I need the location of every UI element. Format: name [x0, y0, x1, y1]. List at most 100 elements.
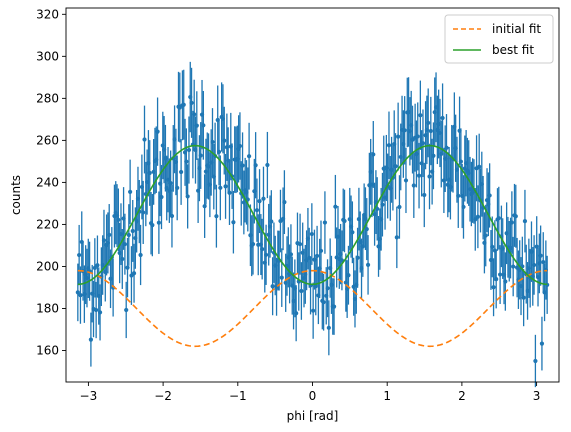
data-point — [428, 128, 433, 134]
data-point — [141, 210, 146, 215]
x-tick-label: 1 — [383, 389, 391, 403]
data-point — [77, 252, 82, 258]
data-point — [142, 137, 147, 142]
data-point — [260, 247, 265, 252]
data-point — [333, 204, 338, 209]
data-point — [122, 242, 127, 247]
fit-lines-layer — [77, 144, 548, 348]
data-point — [431, 153, 436, 158]
y-tick-label: 160 — [36, 343, 59, 357]
data-point — [240, 163, 245, 168]
data-point — [422, 192, 427, 198]
data-point — [237, 143, 243, 149]
data-layer — [75, 61, 550, 388]
data-point — [418, 113, 423, 118]
data-point — [403, 178, 409, 183]
data-point — [346, 273, 351, 278]
data-point — [88, 337, 94, 342]
data-point — [402, 128, 407, 133]
data-point — [214, 214, 219, 219]
legend-box — [444, 14, 554, 64]
data-point — [365, 262, 371, 267]
legend: initial fit best fit — [444, 14, 554, 64]
best-fit-line — [77, 144, 548, 286]
y-tick-label: 200 — [36, 259, 59, 273]
data-point — [194, 123, 199, 128]
data-point — [175, 185, 180, 190]
data-point — [311, 308, 316, 313]
data-point — [282, 200, 287, 205]
y-axis-ticks: 160 180 200 220 240 260 280 300 320 — [36, 7, 66, 357]
data-point — [261, 196, 266, 201]
data-point — [386, 143, 392, 148]
data-point — [364, 226, 369, 232]
data-point — [156, 220, 161, 225]
data-point — [254, 208, 260, 213]
data-point — [131, 271, 137, 276]
data-point — [326, 325, 331, 330]
data-point — [325, 286, 330, 291]
data-point — [371, 152, 376, 157]
data-point — [397, 204, 402, 210]
data-point — [416, 173, 422, 178]
data-point — [297, 242, 303, 247]
data-point — [185, 194, 190, 199]
plot-area — [66, 8, 559, 382]
data-point — [439, 151, 444, 157]
data-point — [186, 147, 192, 153]
data-point — [314, 253, 320, 259]
data-point — [246, 154, 252, 159]
data-point — [270, 284, 275, 289]
data-point — [511, 264, 516, 269]
y-tick-label: 240 — [36, 175, 59, 189]
data-point — [426, 120, 431, 125]
data-point — [321, 300, 326, 305]
y-tick-label: 220 — [36, 217, 59, 231]
data-point — [494, 277, 499, 282]
legend-initial-fit-label: initial fit — [492, 22, 541, 36]
data-point — [184, 159, 189, 164]
data-point — [477, 164, 482, 169]
data-point — [218, 185, 223, 190]
data-point — [179, 169, 184, 175]
data-point — [125, 265, 130, 270]
data-point — [116, 217, 121, 222]
data-point — [92, 265, 97, 270]
data-point — [257, 199, 262, 204]
data-point — [126, 232, 131, 238]
data-point — [394, 235, 399, 240]
data-point — [427, 174, 432, 179]
data-point — [155, 129, 160, 134]
data-point — [350, 230, 355, 235]
y-tick-label: 320 — [36, 7, 59, 21]
data-point — [393, 164, 398, 169]
data-point — [181, 102, 186, 107]
x-tick-label: 2 — [458, 389, 466, 403]
initial-fit-line — [77, 269, 548, 348]
data-point — [322, 220, 328, 225]
data-point — [440, 115, 445, 121]
data-point — [78, 292, 83, 298]
x-tick-label: −1 — [229, 389, 247, 403]
data-point — [461, 204, 466, 210]
data-point — [288, 252, 294, 257]
data-point — [169, 213, 175, 219]
x-tick-label: −3 — [80, 389, 98, 403]
data-point — [475, 214, 480, 219]
x-tick-label: 0 — [309, 389, 317, 403]
data-point — [130, 228, 135, 234]
data-point — [541, 259, 546, 265]
x-tick-label: −2 — [154, 389, 172, 403]
data-point — [138, 252, 143, 258]
data-point — [342, 218, 347, 224]
data-point — [411, 183, 416, 188]
data-point — [444, 145, 449, 150]
data-point — [513, 214, 518, 219]
data-point — [150, 223, 155, 228]
data-point — [487, 193, 492, 198]
data-point — [309, 231, 314, 237]
data-point — [522, 219, 528, 224]
data-point — [420, 141, 426, 146]
x-axis-label: phi [rad] — [287, 409, 339, 423]
data-point — [263, 252, 269, 257]
